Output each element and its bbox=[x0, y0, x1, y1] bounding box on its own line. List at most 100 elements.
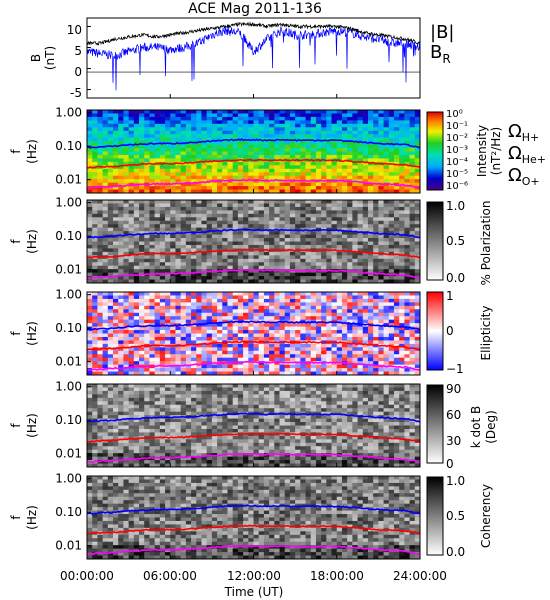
polarization-cell bbox=[269, 206, 275, 211]
ellipticity-cell bbox=[107, 305, 114, 310]
polarization-cell bbox=[331, 210, 338, 215]
ellipticity-cell bbox=[113, 357, 119, 362]
ellipticity-cell bbox=[217, 354, 223, 359]
polarization-cell bbox=[196, 200, 202, 204]
kdotb-cell bbox=[248, 394, 254, 399]
kdotb-cell bbox=[393, 394, 400, 399]
polarization-cell bbox=[139, 244, 145, 249]
intensity-cell bbox=[362, 179, 369, 184]
ellipticity-cell bbox=[414, 330, 421, 334]
polarization-cell bbox=[300, 262, 306, 267]
intensity-cell bbox=[414, 130, 421, 135]
intensity-cell bbox=[185, 148, 192, 152]
intensity-cell bbox=[341, 175, 348, 180]
intensity-cell bbox=[107, 141, 114, 145]
intensity-cell bbox=[352, 110, 358, 114]
ellipticity-cell bbox=[113, 305, 119, 310]
kdotb-cell bbox=[269, 390, 275, 395]
ellipticity-cell bbox=[367, 340, 374, 345]
intensity-cell bbox=[107, 127, 114, 132]
intensity-cell bbox=[113, 113, 119, 118]
ellipticity-cell bbox=[97, 305, 104, 310]
polarization-cell bbox=[170, 217, 176, 222]
ellipticity-cell bbox=[87, 340, 93, 345]
intensity-cell bbox=[149, 144, 156, 149]
ellipticity-cell bbox=[243, 350, 249, 355]
ellipticity-cell bbox=[97, 302, 104, 307]
polarization-cell bbox=[300, 244, 306, 249]
kdotb-cell bbox=[263, 394, 270, 399]
ellipticity-cell bbox=[409, 336, 416, 341]
intensity-cell bbox=[404, 161, 410, 166]
intensity-cell bbox=[269, 127, 275, 132]
intensity-cell bbox=[295, 168, 301, 173]
intensity-cell bbox=[196, 120, 202, 125]
kdotb-cell bbox=[326, 384, 332, 388]
intensity-cell bbox=[243, 120, 249, 125]
ellipticity-cell bbox=[196, 319, 202, 324]
ellipticity-cell bbox=[336, 350, 343, 355]
ellipticity-cell bbox=[409, 330, 416, 334]
ellipticity-cell bbox=[144, 354, 150, 359]
intensity-cell bbox=[414, 175, 421, 180]
ellipticity-cell bbox=[357, 295, 364, 300]
polarization-cell bbox=[341, 231, 348, 235]
polarization-cell bbox=[149, 258, 156, 263]
polarization-cell bbox=[378, 234, 384, 239]
ellipticity-cell bbox=[87, 323, 93, 327]
intensity-cell bbox=[248, 116, 254, 121]
ellipticity-cell bbox=[185, 336, 192, 341]
ellipticity-cell bbox=[373, 312, 379, 317]
kdotb-cell bbox=[227, 390, 234, 395]
ellipticity-cell bbox=[414, 336, 421, 341]
kdotb-cell bbox=[341, 390, 348, 395]
kdotb-cell bbox=[144, 397, 150, 402]
intensity-cell bbox=[310, 172, 317, 177]
ellipticity-cell bbox=[305, 302, 312, 307]
ellipticity-cell bbox=[248, 323, 254, 327]
ellipticity-cell bbox=[92, 312, 98, 317]
ellipticity-cell bbox=[149, 347, 156, 352]
polarization-cell bbox=[170, 258, 176, 263]
intensity-cell bbox=[113, 175, 119, 180]
intensity-cell bbox=[133, 154, 140, 159]
ellipticity-cell bbox=[321, 323, 327, 327]
intensity-cell bbox=[123, 179, 130, 184]
polarization-cell bbox=[201, 241, 208, 246]
polarization-cell bbox=[128, 241, 135, 246]
polarization-cell bbox=[409, 231, 416, 235]
ellipticity-cell bbox=[87, 333, 93, 338]
polarization-cell bbox=[133, 224, 140, 229]
ellipticity-cell bbox=[258, 357, 265, 362]
intensity-cell bbox=[315, 127, 322, 132]
ellipticity-cell bbox=[399, 298, 405, 303]
ellipticity-cell bbox=[191, 343, 197, 348]
intensity-cell bbox=[341, 186, 348, 190]
polarization-cell bbox=[414, 265, 421, 270]
polarization-cell bbox=[175, 255, 182, 260]
intensity-cell bbox=[102, 179, 109, 184]
ellipticity-cell bbox=[300, 305, 306, 310]
ellipticity-cell bbox=[118, 292, 124, 296]
ellipticity-cell bbox=[253, 323, 260, 327]
ellipticity-cell bbox=[196, 333, 202, 338]
ellipticity-cell bbox=[149, 350, 156, 355]
intensity-cell bbox=[414, 154, 421, 159]
ellipticity-cell bbox=[404, 292, 410, 296]
kdotb-cell bbox=[331, 384, 338, 388]
polarization-cell bbox=[149, 265, 156, 270]
polarization-cell bbox=[274, 203, 280, 208]
intensity-cell bbox=[191, 137, 197, 142]
ellipticity-cell bbox=[97, 340, 104, 345]
polarization-cell bbox=[331, 241, 338, 246]
kdotb-cell bbox=[315, 397, 322, 402]
intensity-cell bbox=[258, 172, 265, 177]
kdotb-cell bbox=[237, 390, 244, 395]
ellipticity-cell bbox=[305, 343, 312, 348]
polarization-cell bbox=[107, 238, 114, 242]
ellipticity-cell bbox=[399, 368, 405, 372]
polarization-cell bbox=[258, 200, 265, 204]
polarization-cell bbox=[123, 262, 130, 267]
ellipticity-cell bbox=[102, 354, 109, 359]
ellipticity-cell bbox=[409, 298, 416, 303]
